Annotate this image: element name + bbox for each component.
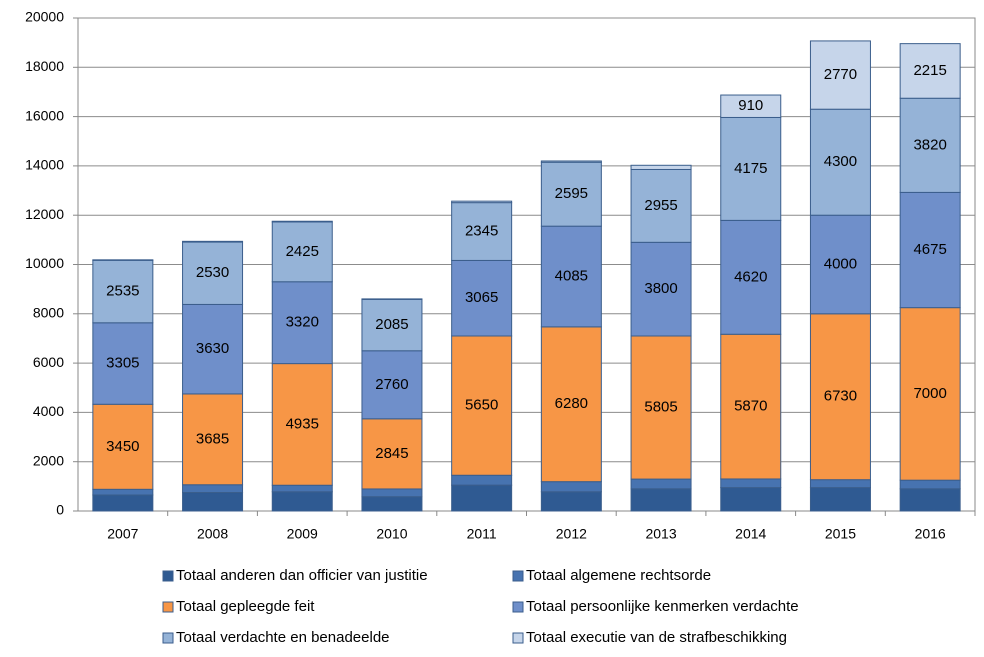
- legend-label: Totaal anderen dan officier van justitie: [176, 567, 428, 584]
- data-label: 4085: [555, 267, 588, 284]
- bar-segment: [541, 161, 601, 162]
- data-label: 2425: [286, 243, 319, 260]
- data-label: 5650: [465, 397, 498, 414]
- bar-segment: [272, 221, 332, 222]
- x-tick-label: 2016: [915, 526, 946, 542]
- data-label: 3800: [644, 280, 677, 297]
- legend-label: Totaal persoonlijke kenmerken verdachte: [526, 598, 799, 615]
- bar-segment: [900, 480, 960, 489]
- x-tick-label: 2010: [376, 526, 407, 542]
- bar-segment: [362, 497, 422, 511]
- data-label: 4300: [824, 153, 857, 170]
- data-label: 2215: [913, 62, 946, 79]
- y-tick-label: 12000: [25, 206, 64, 222]
- data-label: 2845: [375, 445, 408, 462]
- y-tick-label: 0: [56, 502, 64, 518]
- y-tick-label: 20000: [25, 9, 64, 25]
- legend-label: Totaal algemene rechtsorde: [526, 567, 711, 584]
- y-tick-label: 18000: [25, 58, 64, 74]
- bar-segment: [93, 495, 153, 511]
- data-label: 6730: [824, 388, 857, 405]
- legend-swatch: [513, 602, 523, 612]
- y-tick-label: 16000: [25, 107, 64, 123]
- y-tick-label: 14000: [25, 157, 64, 173]
- bar-segment: [900, 489, 960, 511]
- x-tick-label: 2012: [556, 526, 587, 542]
- bar-segment: [810, 480, 870, 488]
- legend-swatch: [513, 633, 523, 643]
- x-tick-label: 2013: [645, 526, 676, 542]
- data-label: 2760: [375, 376, 408, 393]
- bar-segment: [631, 479, 691, 489]
- y-tick-label: 10000: [25, 255, 64, 271]
- bar-segment: [541, 482, 601, 492]
- legend-swatch: [163, 633, 173, 643]
- data-label: 3065: [465, 289, 498, 306]
- data-label: 2345: [465, 222, 498, 239]
- data-label: 2085: [375, 316, 408, 333]
- data-label: 2955: [644, 197, 677, 214]
- bar-segment: [452, 475, 512, 485]
- data-label: 3450: [106, 438, 139, 455]
- x-tick-label: 2015: [825, 526, 856, 542]
- legend-swatch: [513, 571, 523, 581]
- bar-segment: [631, 165, 691, 169]
- legend-label: Totaal verdachte en benadeelde: [176, 629, 390, 646]
- x-tick-label: 2009: [287, 526, 318, 542]
- bar-segment: [272, 492, 332, 511]
- y-tick-label: 2000: [33, 452, 64, 468]
- data-label: 4675: [913, 241, 946, 258]
- data-label: 5870: [734, 398, 767, 415]
- data-label: 3820: [913, 136, 946, 153]
- legend-label: Totaal gepleegde feit: [176, 598, 315, 615]
- bar-segment: [183, 485, 243, 493]
- data-label: 3305: [106, 355, 139, 372]
- data-label: 910: [738, 97, 763, 114]
- y-tick-label: 4000: [33, 403, 64, 419]
- bar-segment: [721, 488, 781, 511]
- data-label: 2770: [824, 66, 857, 83]
- legend-label: Totaal executie van de strafbeschikking: [526, 629, 787, 646]
- data-label: 3685: [196, 430, 229, 447]
- bar-segment: [272, 485, 332, 492]
- data-label: 2535: [106, 283, 139, 300]
- data-label: 4620: [734, 268, 767, 285]
- bar-segment: [452, 485, 512, 511]
- bar-segment: [183, 493, 243, 511]
- y-tick-label: 8000: [33, 305, 64, 321]
- y-tick-label: 6000: [33, 354, 64, 370]
- data-label: 3630: [196, 340, 229, 357]
- x-tick-label: 2011: [467, 526, 497, 542]
- bar-segment: [631, 489, 691, 511]
- data-label: 2530: [196, 264, 229, 281]
- data-label: 4935: [286, 415, 319, 432]
- data-label: 6280: [555, 395, 588, 412]
- legend-swatch: [163, 571, 173, 581]
- bar-segment: [183, 241, 243, 242]
- bar-segment: [362, 489, 422, 497]
- data-label: 5805: [644, 399, 677, 416]
- bar-segment: [93, 489, 153, 495]
- bar-segment: [721, 479, 781, 488]
- data-label: 4175: [734, 160, 767, 177]
- data-label: 7000: [913, 385, 946, 402]
- data-label: 2595: [555, 185, 588, 202]
- data-label: 3320: [286, 314, 319, 331]
- bar-segment: [810, 488, 870, 511]
- bar-segment: [541, 492, 601, 511]
- x-tick-label: 2007: [107, 526, 138, 542]
- x-tick-label: 2014: [735, 526, 766, 542]
- bar-segment: [452, 201, 512, 202]
- x-tick-label: 2008: [197, 526, 228, 542]
- data-label: 4000: [824, 255, 857, 272]
- legend-swatch: [163, 602, 173, 612]
